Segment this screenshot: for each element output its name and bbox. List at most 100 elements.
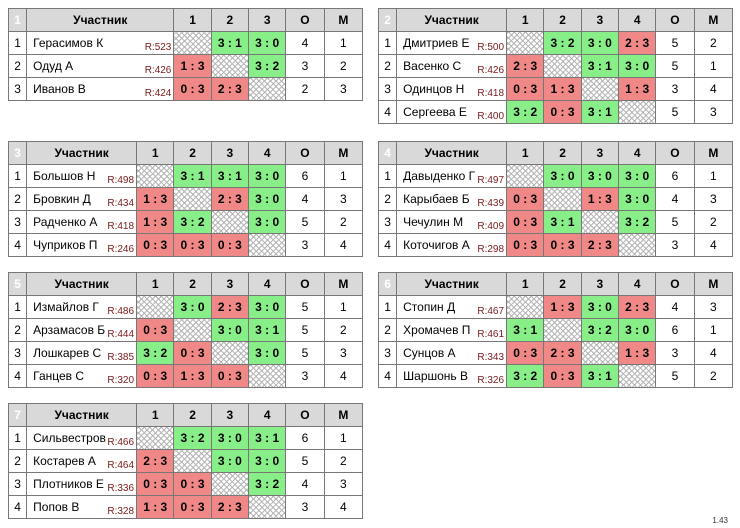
- match-score-win[interactable]: 3 : 2: [247, 54, 287, 78]
- player-name-cell[interactable]: Чечулин М R:409: [396, 210, 508, 234]
- match-score-win[interactable]: 3 : 1: [580, 364, 620, 388]
- match-score-loss[interactable]: 2 : 3: [506, 54, 545, 78]
- match-score-loss[interactable]: 1 : 3: [136, 187, 175, 211]
- match-score-win[interactable]: 3 : 1: [247, 426, 287, 450]
- match-score-win[interactable]: 3 : 2: [506, 100, 545, 124]
- match-score-loss[interactable]: 0 : 3: [173, 341, 212, 365]
- match-score-loss[interactable]: 1 : 3: [617, 77, 657, 101]
- player-name-cell[interactable]: Лошкарев С R:385: [26, 341, 138, 365]
- match-score-loss[interactable]: 0 : 3: [210, 233, 250, 257]
- match-score-loss[interactable]: 2 : 3: [580, 233, 620, 257]
- player-name-cell[interactable]: Давыденко Г R:497: [396, 164, 508, 188]
- player-name-cell[interactable]: Измайлов Г R:486: [26, 295, 138, 319]
- match-score-loss[interactable]: 0 : 3: [543, 364, 582, 388]
- match-score-win[interactable]: 3 : 1: [247, 318, 287, 342]
- match-score-win[interactable]: 3 : 0: [247, 341, 287, 365]
- match-score-win[interactable]: 3 : 1: [210, 164, 250, 188]
- match-score-win[interactable]: 3 : 0: [580, 164, 620, 188]
- match-score-loss[interactable]: 0 : 3: [543, 100, 582, 124]
- match-score-loss[interactable]: 2 : 3: [136, 449, 175, 473]
- match-score-win[interactable]: 3 : 0: [617, 54, 657, 78]
- match-score-win[interactable]: 3 : 0: [173, 295, 212, 319]
- player-name-cell[interactable]: Герасимов К R:523: [26, 31, 175, 55]
- match-score-loss[interactable]: 1 : 3: [580, 187, 620, 211]
- match-score-loss[interactable]: 0 : 3: [173, 233, 212, 257]
- match-score-loss[interactable]: 0 : 3: [136, 364, 175, 388]
- match-score-win[interactable]: 3 : 0: [210, 318, 250, 342]
- match-score-loss[interactable]: 2 : 3: [543, 341, 582, 365]
- match-score-win[interactable]: 3 : 0: [247, 164, 287, 188]
- match-score-loss[interactable]: 0 : 3: [506, 187, 545, 211]
- player-name-cell[interactable]: Костарев А R:464: [26, 449, 138, 473]
- player-name-cell[interactable]: Хромачев П R:461: [396, 318, 508, 342]
- player-name-cell[interactable]: Бровкин Д R:434: [26, 187, 138, 211]
- match-score-win[interactable]: 3 : 2: [617, 210, 657, 234]
- match-score-loss[interactable]: 0 : 3: [173, 495, 212, 519]
- player-name-cell[interactable]: Радченко А R:418: [26, 210, 138, 234]
- match-score-loss[interactable]: 1 : 3: [136, 210, 175, 234]
- match-score-win[interactable]: 3 : 0: [247, 295, 287, 319]
- match-score-loss[interactable]: 1 : 3: [543, 77, 582, 101]
- match-score-win[interactable]: 3 : 0: [543, 164, 582, 188]
- player-name-cell[interactable]: Одинцов Н R:418: [396, 77, 508, 101]
- player-name-cell[interactable]: Коточигов А R:298: [396, 233, 508, 257]
- player-name-cell[interactable]: Сергеева Е R:400: [396, 100, 508, 124]
- match-score-loss[interactable]: 0 : 3: [506, 77, 545, 101]
- player-name-cell[interactable]: Попов В R:328: [26, 495, 138, 519]
- match-score-loss[interactable]: 0 : 3: [173, 472, 212, 496]
- match-score-loss[interactable]: 2 : 3: [210, 77, 250, 101]
- match-score-win[interactable]: 3 : 1: [543, 210, 582, 234]
- player-name-cell[interactable]: Иванов В R:424: [26, 77, 175, 101]
- match-score-win[interactable]: 3 : 0: [247, 210, 287, 234]
- player-name-cell[interactable]: Плотников Е R:336: [26, 472, 138, 496]
- match-score-loss[interactable]: 2 : 3: [210, 495, 250, 519]
- match-score-loss[interactable]: 1 : 3: [173, 364, 212, 388]
- match-score-win[interactable]: 3 : 0: [617, 187, 657, 211]
- player-name-cell[interactable]: Карыбаев Б R:439: [396, 187, 508, 211]
- player-name-cell[interactable]: Сунцов А R:343: [396, 341, 508, 365]
- player-name-cell[interactable]: Васенко С R:426: [396, 54, 508, 78]
- match-score-win[interactable]: 3 : 0: [580, 31, 620, 55]
- match-score-loss[interactable]: 1 : 3: [136, 495, 175, 519]
- match-score-loss[interactable]: 2 : 3: [617, 295, 657, 319]
- match-score-win[interactable]: 3 : 1: [506, 318, 545, 342]
- match-score-loss[interactable]: 0 : 3: [136, 318, 175, 342]
- match-score-win[interactable]: 3 : 2: [136, 341, 175, 365]
- match-score-loss[interactable]: 1 : 3: [173, 54, 212, 78]
- match-score-win[interactable]: 3 : 0: [617, 318, 657, 342]
- player-name-cell[interactable]: Сильвестров R:466: [26, 426, 138, 450]
- match-score-win[interactable]: 3 : 0: [210, 449, 250, 473]
- match-score-win[interactable]: 3 : 1: [173, 164, 212, 188]
- match-score-loss[interactable]: 2 : 3: [617, 31, 657, 55]
- match-score-loss[interactable]: 0 : 3: [506, 233, 545, 257]
- match-score-loss[interactable]: 0 : 3: [136, 233, 175, 257]
- player-name-cell[interactable]: Одуд А R:426: [26, 54, 175, 78]
- player-name-cell[interactable]: Большов Н R:498: [26, 164, 138, 188]
- match-score-win[interactable]: 3 : 2: [580, 318, 620, 342]
- player-name-cell[interactable]: Чуприков П R:246: [26, 233, 138, 257]
- match-score-win[interactable]: 3 : 1: [580, 100, 620, 124]
- match-score-win[interactable]: 3 : 0: [210, 426, 250, 450]
- player-name-cell[interactable]: Шаршонь В R:326: [396, 364, 508, 388]
- match-score-win[interactable]: 3 : 2: [543, 31, 582, 55]
- match-score-win[interactable]: 3 : 0: [247, 31, 287, 55]
- match-score-loss[interactable]: 0 : 3: [210, 364, 250, 388]
- match-score-loss[interactable]: 0 : 3: [506, 210, 545, 234]
- match-score-win[interactable]: 3 : 1: [580, 54, 620, 78]
- match-score-win[interactable]: 3 : 1: [210, 31, 250, 55]
- match-score-win[interactable]: 3 : 0: [247, 449, 287, 473]
- match-score-win[interactable]: 3 : 2: [173, 210, 212, 234]
- match-score-loss[interactable]: 0 : 3: [506, 341, 545, 365]
- match-score-loss[interactable]: 1 : 3: [543, 295, 582, 319]
- match-score-loss[interactable]: 0 : 3: [173, 77, 212, 101]
- match-score-win[interactable]: 3 : 2: [247, 472, 287, 496]
- match-score-loss[interactable]: 2 : 3: [210, 295, 250, 319]
- match-score-win[interactable]: 3 : 0: [247, 187, 287, 211]
- match-score-loss[interactable]: 0 : 3: [543, 233, 582, 257]
- match-score-win[interactable]: 3 : 0: [580, 295, 620, 319]
- match-score-win[interactable]: 3 : 2: [506, 364, 545, 388]
- player-name-cell[interactable]: Дмитриев Е R:500: [396, 31, 508, 55]
- match-score-win[interactable]: 3 : 0: [617, 164, 657, 188]
- match-score-win[interactable]: 3 : 2: [173, 426, 212, 450]
- match-score-loss[interactable]: 1 : 3: [617, 341, 657, 365]
